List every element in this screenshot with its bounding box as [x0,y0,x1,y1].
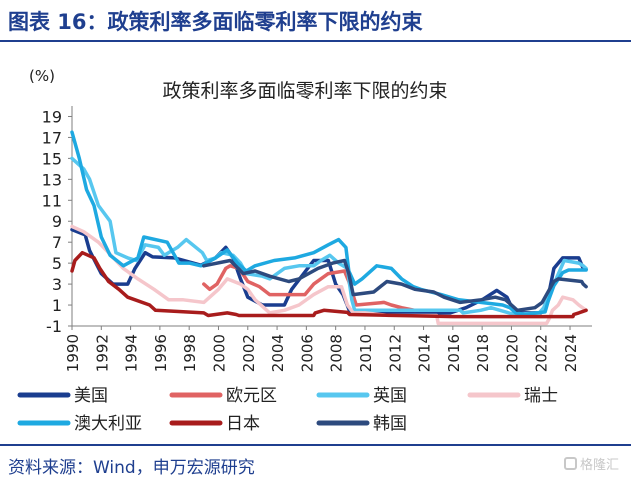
title-rule [0,40,631,42]
x-tick-label: 2002 [240,334,258,372]
series-line-日本 [70,250,588,319]
x-tick-label: 2012 [386,334,404,372]
source-note: 资料来源：Wind，申万宏源研究 [8,458,255,478]
x-tick-label: 2022 [533,334,551,372]
x-tick-label: 1998 [181,334,199,372]
x-tick-label: 2018 [474,334,492,372]
x-tick-label: 2010 [357,334,375,372]
y-tick-label: 11 [42,191,62,210]
x-tick-label: 2014 [416,334,434,372]
x-tick-label: 2020 [503,334,521,372]
legend-label: 韩国 [373,414,407,434]
watermark-text: 格隆汇 [579,458,619,473]
series-line-美国 [70,227,588,315]
y-tick-label: -1 [46,317,62,336]
chart-title: 政策利率多面临零利率下限的约束 [162,80,447,102]
source-rule [0,444,631,446]
y-tick-label: 13 [42,170,62,189]
series-line-澳大利亚 [70,130,588,317]
legend-label: 美国 [74,386,108,406]
x-tick-label: 1994 [123,334,141,372]
y-tick-label: 3 [52,275,62,294]
watermark-logo-icon [563,457,577,470]
y-tick-label: 7 [52,233,62,252]
x-tick-label: 1992 [93,334,111,372]
watermark: 格隆汇 [563,454,619,473]
y-tick-label: 9 [52,212,62,231]
y-tick-label: 17 [42,128,62,147]
legend-label: 日本 [226,414,260,434]
x-tick-label: 1996 [152,334,170,372]
legend-label: 澳大利亚 [74,414,142,434]
legend-label: 英国 [373,386,407,406]
x-tick-label: 2008 [328,334,346,372]
y-tick-label: 15 [42,149,62,168]
x-tick-label: 2000 [210,334,228,372]
x-tick-label: 2016 [445,334,463,372]
y-tick-label: 1 [52,296,62,315]
x-tick-label: 2024 [562,334,580,372]
legend-label: 瑞士 [524,386,558,406]
y-tick-label: 19 [42,107,62,126]
x-tick-label: 2004 [269,334,287,372]
figure-title: 图表 16：政策利率多面临零利率下限的约束 [8,10,423,34]
series-line-韩国 [202,258,588,313]
y-tick-label: 5 [52,254,62,273]
x-tick-label: 2006 [298,334,316,372]
y-unit-label: (%) [29,67,55,85]
series-line-欧元区 [202,264,417,313]
x-tick-label: 1990 [64,334,82,372]
legend-label: 欧元区 [226,386,277,406]
series-lines [70,130,588,326]
